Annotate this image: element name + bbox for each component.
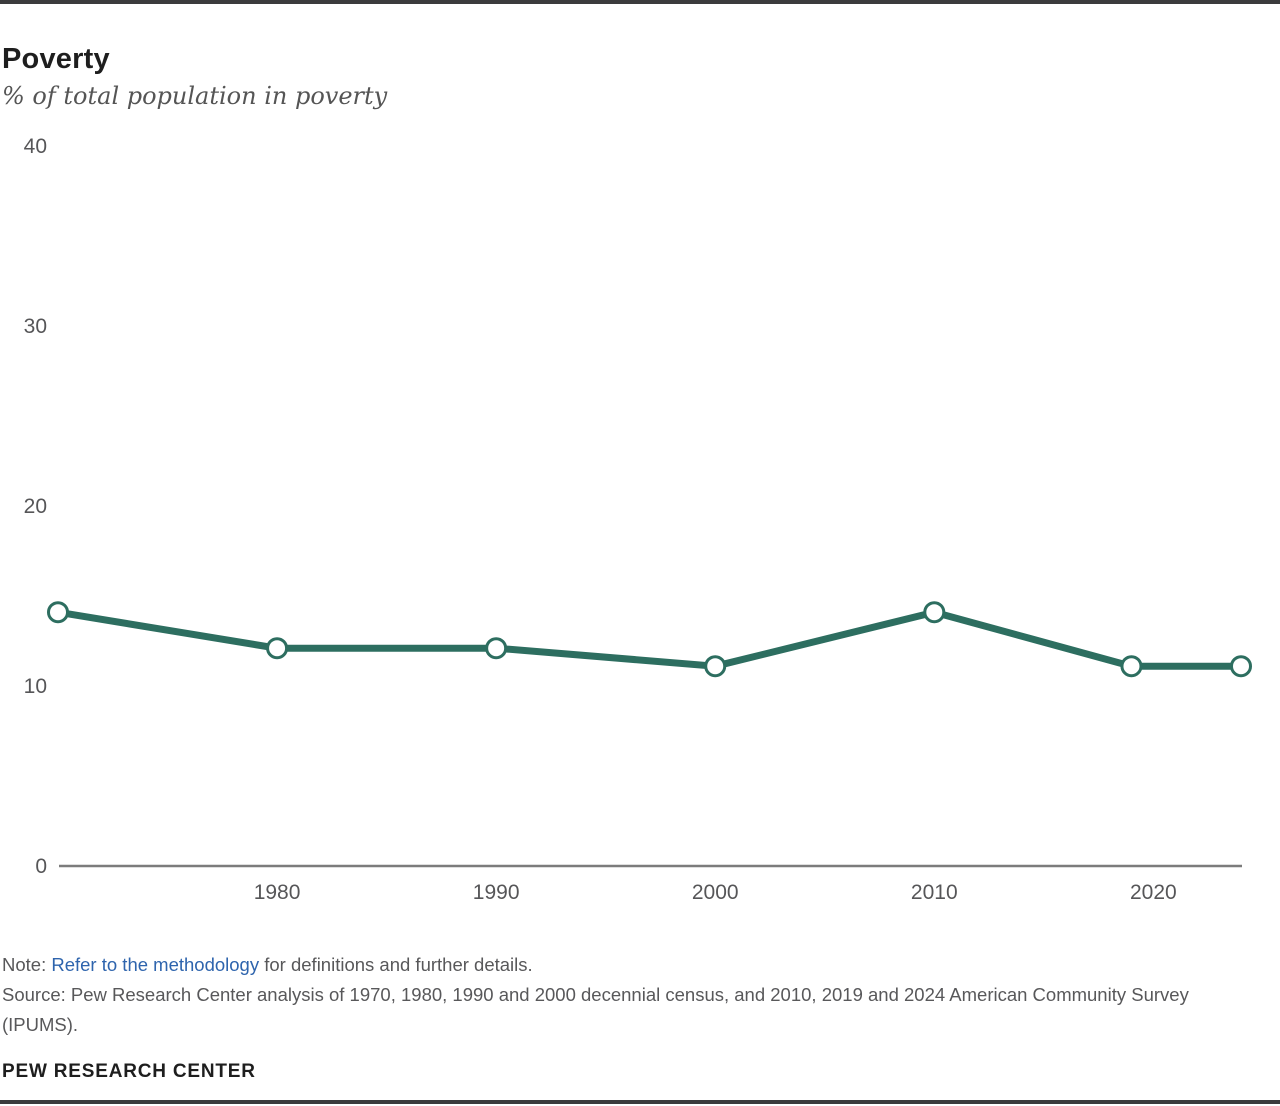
- x-axis-tick-label: 1980: [254, 881, 301, 904]
- x-axis-tick-label: 1990: [473, 881, 520, 904]
- x-axis-tick-label: 2020: [1130, 881, 1177, 904]
- chart-subtitle: % of total population in poverty: [2, 82, 388, 110]
- y-axis-tick-label: 40: [24, 135, 47, 158]
- y-axis-tick-label: 10: [24, 675, 47, 698]
- chart-source: Source: Pew Research Center analysis of …: [2, 984, 1189, 1035]
- y-axis-tick-label: 20: [24, 495, 47, 518]
- data-point-marker: [923, 601, 946, 624]
- top-rule: [0, 0, 1280, 4]
- data-point-marker: [47, 601, 69, 624]
- data-point-marker: [266, 637, 289, 660]
- pew-research-center-wordmark: PEW RESEARCH CENTER: [2, 1061, 256, 1082]
- x-axis-tick-label: 2010: [911, 881, 958, 904]
- data-point-marker: [485, 637, 508, 660]
- y-axis-tick-label: 30: [24, 315, 47, 338]
- chart-title: Poverty: [2, 43, 110, 76]
- methodology-link[interactable]: Refer to the methodology: [51, 954, 260, 975]
- x-axis-tick-label: 2000: [692, 881, 739, 904]
- data-point-marker: [1230, 655, 1252, 678]
- chart-note: Note: Refer to the methodology for defin…: [2, 950, 1232, 980]
- note-suffix: for definitions and further details.: [259, 954, 533, 975]
- trend-line: [57, 608, 1241, 670]
- data-point-marker: [704, 655, 727, 678]
- bottom-rule: [0, 1100, 1280, 1104]
- y-axis-tick-label: 0: [35, 855, 47, 878]
- data-point-marker: [1120, 655, 1143, 678]
- note-prefix: Note:: [2, 954, 52, 975]
